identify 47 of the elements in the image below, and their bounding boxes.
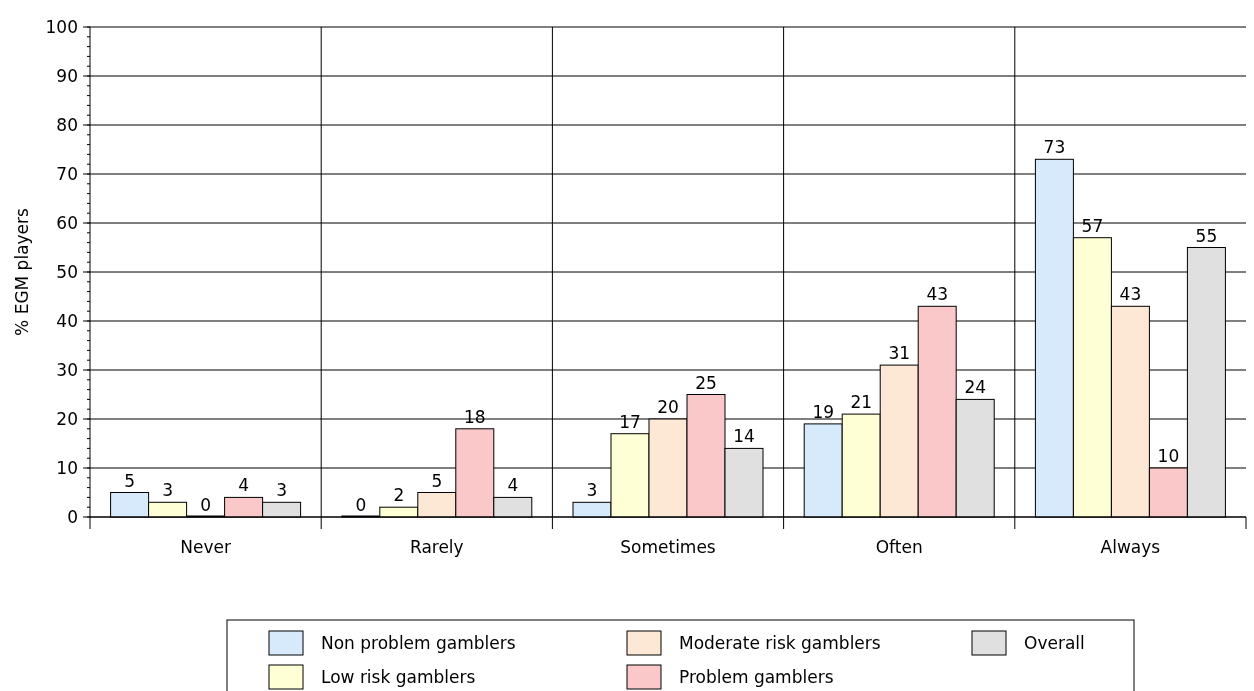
legend-label: Non problem gamblers	[321, 632, 516, 653]
data-label: 17	[619, 411, 641, 432]
data-label: 19	[812, 401, 835, 422]
y-tick-label: 50	[56, 261, 78, 282]
data-label: 10	[1157, 446, 1180, 466]
data-label: 25	[695, 372, 717, 393]
data-label: 4	[507, 475, 519, 496]
data-label: 57	[1081, 215, 1104, 236]
data-label: 55	[1195, 225, 1218, 246]
data-label: 20	[657, 397, 679, 417]
y-tick-label: 10	[56, 457, 78, 478]
y-tick-label: 30	[56, 359, 78, 380]
y-tick-label: 80	[56, 114, 78, 135]
y-axis-title: % EGM players	[12, 207, 32, 336]
x-tick-label: Never	[180, 537, 231, 557]
data-label: 5	[124, 470, 136, 491]
data-label: 31	[888, 343, 911, 364]
data-label: 4	[238, 475, 250, 496]
data-label: 24	[964, 377, 987, 398]
x-tick-label: Sometimes	[620, 537, 716, 557]
data-label: 2	[393, 485, 405, 506]
y-tick-label: 40	[56, 310, 78, 331]
data-label: 43	[926, 284, 949, 305]
x-tick-label: Often	[875, 537, 923, 557]
data-label: 43	[1119, 284, 1142, 305]
data-label: 0	[355, 495, 367, 515]
y-tick-label: 70	[56, 163, 78, 184]
y-tick-label: 60	[56, 212, 78, 233]
data-label: 3	[276, 480, 288, 501]
y-tick-label: 20	[56, 408, 78, 429]
legend-label: Low risk gamblers	[321, 666, 476, 687]
x-tick-label: Always	[1100, 537, 1161, 557]
data-label: 21	[850, 392, 873, 413]
y-tick-label: 90	[56, 65, 78, 86]
x-tick-label: Rarely	[409, 537, 464, 557]
data-label: 73	[1043, 137, 1066, 158]
data-label: 5	[431, 470, 443, 491]
legend-label: Problem gamblers	[679, 666, 834, 687]
data-label: 3	[586, 480, 598, 501]
legend-label: Overall	[1024, 632, 1085, 653]
legend-label: Moderate risk gamblers	[679, 632, 881, 653]
data-label: 3	[162, 480, 174, 501]
data-label: 14	[733, 426, 755, 447]
y-tick-label: 100	[45, 16, 78, 37]
data-label: 0	[200, 495, 212, 515]
data-label: 18	[463, 406, 486, 427]
y-tick-label: 0	[67, 506, 78, 527]
